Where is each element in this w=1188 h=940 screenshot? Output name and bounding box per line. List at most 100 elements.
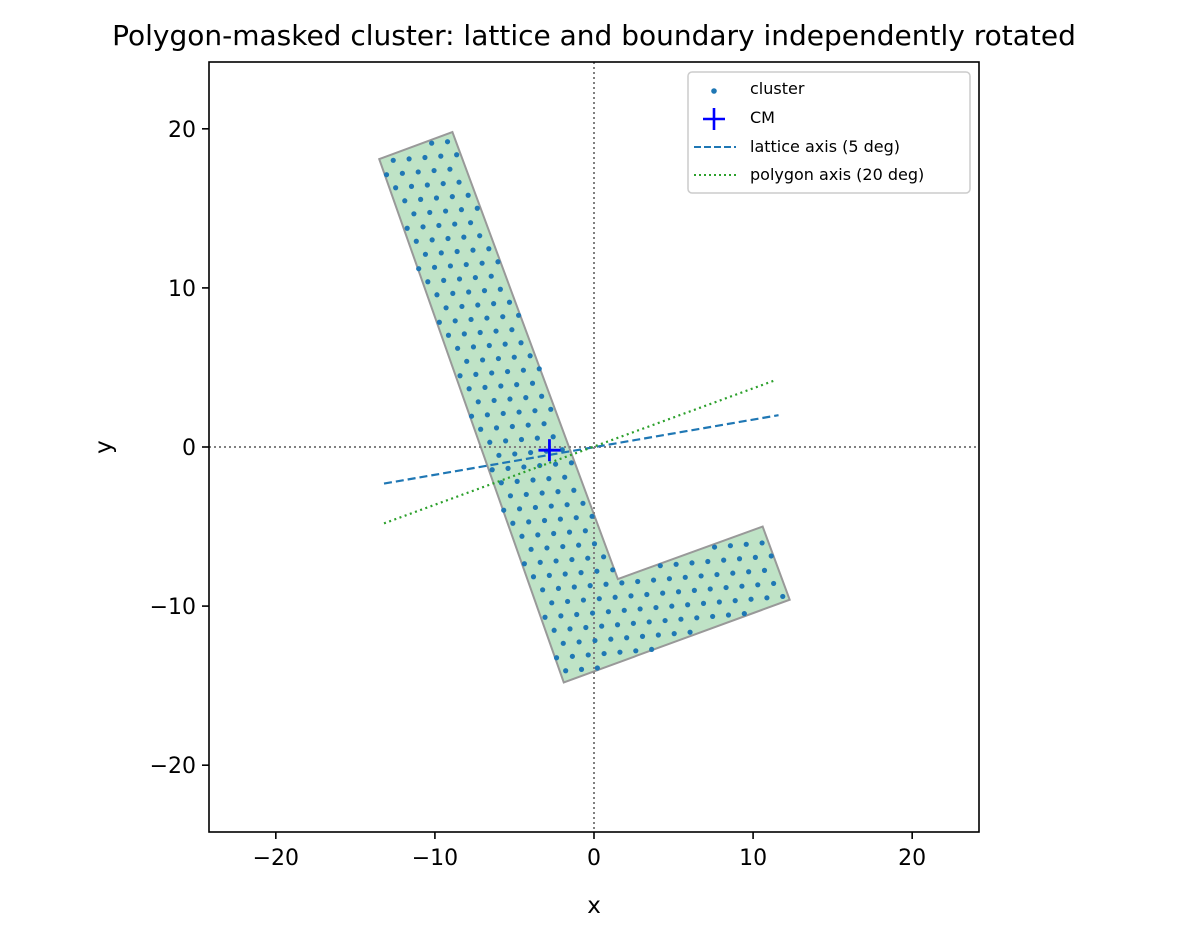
cluster-point [456, 179, 462, 185]
cluster-point [466, 386, 472, 392]
cluster-point [406, 156, 412, 162]
legend-label-polygon-axis: polygon axis (20 deg) [750, 165, 924, 184]
cluster-point [541, 517, 548, 524]
cluster-point [685, 602, 691, 608]
cluster-point [486, 342, 492, 349]
cluster-point [573, 515, 579, 521]
cluster-point [639, 633, 646, 639]
cluster-point [673, 561, 679, 567]
cluster-point [532, 504, 539, 511]
cluster-point [568, 460, 575, 466]
cluster-point [498, 480, 504, 486]
cluster-point [591, 541, 598, 547]
cluster-point [552, 461, 559, 467]
cluster-point [653, 604, 659, 611]
cluster-point [509, 423, 515, 430]
cluster-point [768, 553, 774, 559]
legend-label-lattice-axis: lattice axis (5 deg) [750, 137, 900, 156]
cluster-point [689, 560, 695, 566]
cluster-point [431, 167, 437, 174]
cluster-point [420, 224, 426, 230]
cluster-point [759, 540, 765, 546]
cluster-point [732, 598, 738, 604]
cluster-point [553, 655, 560, 661]
cluster-point [507, 396, 513, 402]
cluster-point [621, 607, 627, 613]
cluster-point [466, 289, 472, 295]
cluster-point [736, 556, 743, 562]
cluster-point [463, 261, 469, 268]
cluster-point [557, 516, 563, 522]
cluster-point [566, 529, 573, 535]
cluster-point [415, 169, 421, 175]
x-tick-label: 10 [739, 846, 767, 871]
cluster-point [459, 303, 465, 310]
cluster-point [580, 597, 587, 603]
cluster-point [440, 180, 446, 187]
cluster-point [563, 668, 569, 674]
cluster-point [484, 412, 490, 418]
cluster-point [443, 305, 449, 311]
cluster-point [707, 586, 713, 592]
cluster-point [438, 250, 444, 256]
cluster-point [541, 421, 547, 427]
y-axis-label: y [91, 440, 117, 454]
cluster-point [576, 542, 582, 548]
cluster-point [551, 627, 557, 633]
cluster-point [468, 413, 475, 419]
cluster-point [504, 368, 511, 375]
cluster-point [495, 355, 502, 362]
cluster-point [601, 650, 607, 657]
cluster-point [449, 194, 455, 200]
legend-marker-cluster [711, 88, 717, 94]
cluster-point [764, 595, 770, 601]
cluster-point [456, 276, 463, 282]
cluster-point [479, 260, 485, 266]
cluster-point [506, 299, 513, 305]
cluster-point [660, 590, 666, 596]
cluster-point [408, 183, 415, 189]
cluster-point [560, 543, 566, 550]
cluster-point [402, 198, 408, 204]
cluster-point [628, 593, 634, 599]
cluster-point [544, 545, 550, 551]
x-tick-label: 20 [898, 846, 926, 871]
cluster-points [383, 139, 786, 674]
cluster-point [479, 357, 486, 363]
cluster-point [503, 438, 509, 444]
cluster-point [576, 639, 582, 645]
cluster-point [404, 225, 410, 231]
y-tick-label: 10 [168, 277, 196, 302]
cluster-point [514, 382, 520, 388]
cluster-point [587, 583, 593, 589]
cluster-point [441, 277, 447, 283]
cluster-point [418, 196, 424, 202]
cluster-point [436, 319, 442, 325]
cluster-point [525, 422, 531, 428]
cluster-point [497, 286, 503, 292]
cluster-point [585, 652, 591, 658]
cluster-point [546, 476, 552, 482]
cluster-point [470, 344, 477, 350]
cluster-point [520, 367, 527, 373]
x-axis: −20 −10 0 10 20 [253, 832, 926, 871]
y-tick-label: 20 [168, 118, 196, 143]
cluster-point [567, 626, 573, 632]
cluster-point [542, 614, 548, 620]
cluster-point [610, 567, 616, 573]
cluster-point [589, 513, 595, 519]
cluster-point [468, 316, 474, 323]
x-axis-label: x [587, 893, 601, 919]
cluster-point [518, 340, 524, 346]
cluster-point [510, 520, 516, 526]
cluster-point [521, 464, 527, 470]
cluster-point [528, 546, 534, 552]
legend-label-cluster: cluster [750, 79, 805, 98]
cluster-point [678, 616, 684, 622]
cluster-point [521, 561, 527, 567]
cluster-point [608, 636, 614, 642]
cluster-point [393, 185, 399, 191]
cluster-point [548, 503, 554, 509]
cluster-point [612, 594, 618, 600]
cluster-point [675, 589, 682, 595]
